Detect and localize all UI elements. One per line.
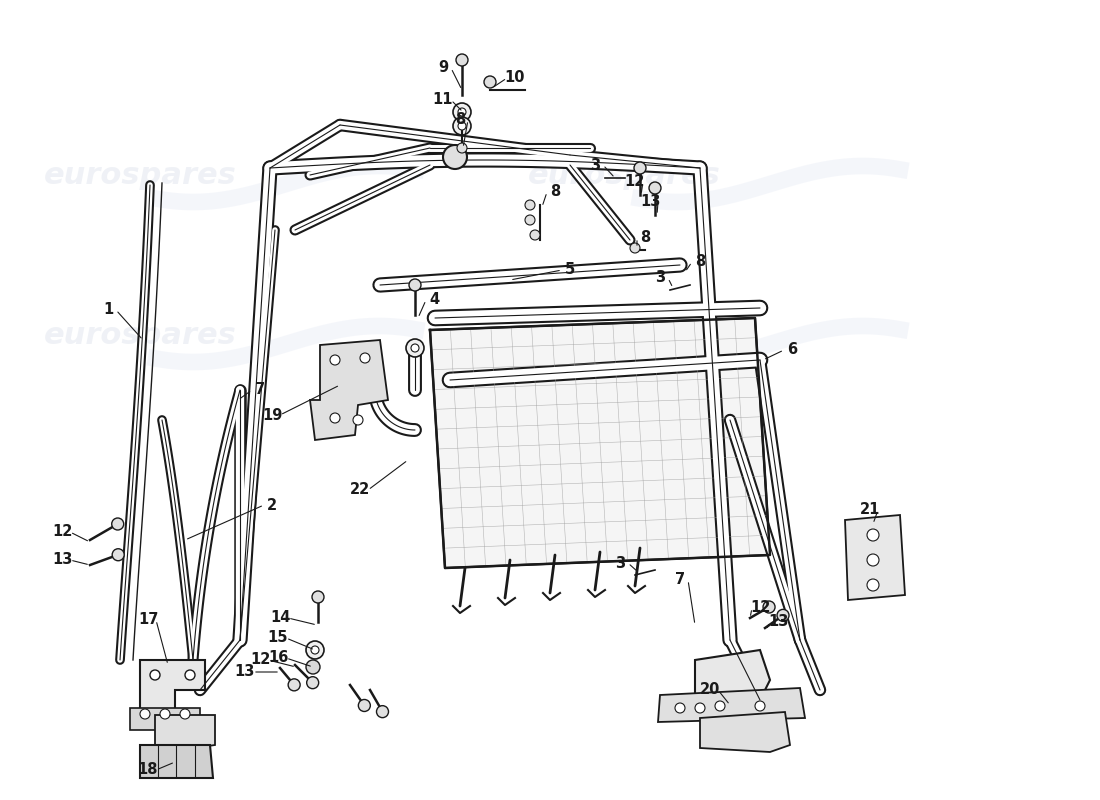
Circle shape: [484, 76, 496, 88]
Circle shape: [160, 709, 170, 719]
Polygon shape: [430, 318, 770, 568]
Circle shape: [443, 145, 468, 169]
Circle shape: [675, 703, 685, 713]
Circle shape: [634, 162, 646, 174]
Text: 6: 6: [786, 342, 798, 358]
Text: eurospares: eurospares: [528, 322, 720, 350]
Polygon shape: [155, 715, 214, 750]
Text: 3: 3: [615, 555, 625, 570]
Circle shape: [185, 670, 195, 680]
Circle shape: [140, 709, 150, 719]
Text: 17: 17: [138, 613, 158, 627]
Text: 7: 7: [675, 573, 685, 587]
Polygon shape: [310, 340, 388, 440]
Circle shape: [763, 601, 776, 613]
Text: 8: 8: [550, 185, 560, 199]
Circle shape: [695, 703, 705, 713]
Circle shape: [359, 699, 371, 711]
Text: 12: 12: [250, 653, 271, 667]
Text: 12: 12: [52, 525, 73, 539]
Polygon shape: [140, 745, 213, 778]
Text: 18: 18: [138, 762, 158, 778]
Circle shape: [330, 355, 340, 365]
Text: 4: 4: [429, 293, 439, 307]
Text: 8: 8: [455, 113, 465, 127]
Text: 2: 2: [267, 498, 277, 513]
Circle shape: [376, 706, 388, 718]
Circle shape: [453, 117, 471, 135]
Text: 13: 13: [768, 614, 789, 630]
Circle shape: [353, 415, 363, 425]
Text: 5: 5: [565, 262, 575, 278]
Text: 11: 11: [432, 93, 453, 107]
Circle shape: [406, 339, 424, 357]
Circle shape: [867, 529, 879, 541]
Circle shape: [360, 353, 370, 363]
Text: 8: 8: [695, 254, 705, 270]
Text: 20: 20: [700, 682, 720, 698]
Text: 12: 12: [750, 601, 770, 615]
Circle shape: [306, 641, 324, 659]
Circle shape: [330, 413, 340, 423]
Text: 15: 15: [267, 630, 288, 646]
Circle shape: [180, 709, 190, 719]
Circle shape: [456, 54, 468, 66]
Text: 9: 9: [438, 61, 448, 75]
Text: eurospares: eurospares: [528, 162, 720, 190]
Text: 14: 14: [270, 610, 290, 626]
Circle shape: [867, 554, 879, 566]
Text: eurospares: eurospares: [44, 162, 236, 190]
Circle shape: [312, 591, 324, 603]
Text: 7: 7: [255, 382, 265, 398]
Text: 13: 13: [640, 194, 660, 210]
Text: 8: 8: [640, 230, 650, 246]
Polygon shape: [130, 708, 200, 730]
Circle shape: [630, 243, 640, 253]
Text: 16: 16: [267, 650, 288, 666]
Text: eurospares: eurospares: [44, 322, 236, 350]
Text: 22: 22: [350, 482, 370, 498]
Circle shape: [867, 579, 879, 591]
Circle shape: [306, 660, 320, 674]
Text: 3: 3: [590, 158, 601, 173]
Circle shape: [755, 701, 764, 711]
Circle shape: [150, 670, 160, 680]
Text: 19: 19: [262, 407, 283, 422]
Circle shape: [649, 182, 661, 194]
Circle shape: [458, 108, 466, 116]
Polygon shape: [845, 515, 905, 600]
Circle shape: [288, 679, 300, 691]
Circle shape: [311, 646, 319, 654]
Text: 13: 13: [52, 553, 73, 567]
Text: 13: 13: [234, 665, 255, 679]
Circle shape: [530, 230, 540, 240]
Polygon shape: [658, 688, 805, 722]
Text: 1: 1: [103, 302, 113, 318]
Circle shape: [112, 549, 124, 561]
Circle shape: [456, 143, 468, 153]
Circle shape: [409, 279, 421, 291]
Text: 12: 12: [625, 174, 646, 190]
Circle shape: [112, 518, 123, 530]
Circle shape: [411, 344, 419, 352]
Polygon shape: [700, 712, 790, 752]
Text: 21: 21: [860, 502, 880, 518]
Text: 3: 3: [654, 270, 666, 286]
Circle shape: [525, 200, 535, 210]
Circle shape: [715, 701, 725, 711]
Circle shape: [453, 103, 471, 121]
Circle shape: [458, 122, 466, 130]
Circle shape: [525, 215, 535, 225]
Polygon shape: [695, 650, 770, 705]
Circle shape: [777, 610, 789, 622]
Circle shape: [307, 677, 319, 689]
Polygon shape: [140, 660, 205, 710]
Text: 10: 10: [505, 70, 526, 86]
